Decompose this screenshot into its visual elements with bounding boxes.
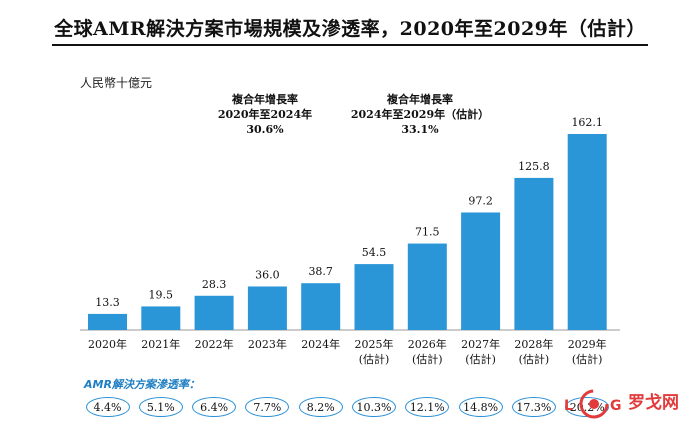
value-label-3: 36.0 <box>255 268 280 281</box>
category-label-2: 2022年 <box>195 337 234 351</box>
bar-3 <box>247 286 287 330</box>
category-label-6: 2026年 <box>408 337 447 351</box>
watermark-text: 罗戈网 <box>628 393 679 413</box>
svg-text:G: G <box>610 398 622 414</box>
log-logo-icon: L G <box>564 389 622 419</box>
value-label-2: 28.3 <box>202 278 227 291</box>
value-label-8: 125.8 <box>518 160 550 173</box>
bar-2 <box>194 295 234 330</box>
category-label-5: 2025年 <box>355 337 394 351</box>
value-label-9: 162.1 <box>571 116 603 129</box>
cagr-annotation-2020-2024: 複合年增長率 2020年至2024年 30.6% <box>190 92 340 137</box>
svg-text:L: L <box>564 398 573 414</box>
bar-0 <box>88 313 127 330</box>
category-label-0: 2020年 <box>88 337 127 351</box>
value-label-0: 13.3 <box>95 296 120 309</box>
cagr-label: 複合年增長率 <box>232 93 298 106</box>
value-label-5: 54.5 <box>362 246 387 259</box>
penetration-rate-7: 14.8% <box>458 397 503 417</box>
penetration-rate-1: 5.1% <box>138 397 183 417</box>
penetration-rate-2: 6.4% <box>192 397 237 417</box>
cagr-period: 2020年至2024年 <box>217 108 313 121</box>
category-label-7: 2027年 <box>461 337 500 351</box>
category-label-9: 2029年 <box>568 337 607 351</box>
penetration-rate-5: 10.3% <box>352 397 396 417</box>
category-label-1: 2021年 <box>141 337 180 351</box>
category-sublabel-7: (估計) <box>465 352 496 366</box>
penetration-rate-8: 17.3% <box>511 397 556 417</box>
bar-9 <box>567 134 607 330</box>
bar-chart: 13.3 2020年 19.5 2021年 28.3 2022年 36.0 2023年 38.7… <box>80 116 620 366</box>
value-label-6: 71.5 <box>415 226 440 239</box>
unit-label: 人民幣十億元 <box>80 76 153 90</box>
value-label-4: 38.7 <box>308 265 333 278</box>
category-sublabel-6: (估計) <box>412 352 443 366</box>
penetration-rate-6: 12.1% <box>405 397 450 417</box>
bar-8 <box>514 177 554 330</box>
penetration-rate-row: 4.4% 5.1% 6.4% 7.7% 8.2% 10.3% 12.1% 14.8% 17.3%… <box>0 397 700 423</box>
value-label-1: 19.5 <box>149 288 174 301</box>
cagr-annotation-2024-2029: 複合年增長率 2024年至2029年（估計） 33.1% <box>320 92 520 137</box>
cagr-value: 33.1% <box>401 123 439 136</box>
cagr-label: 複合年增長率 <box>387 93 453 106</box>
category-sublabel-9: (估計) <box>572 352 603 366</box>
category-sublabel-5: (估計) <box>359 352 390 366</box>
penetration-rate-title: AMR解決方案滲透率： <box>84 378 200 391</box>
category-label-4: 2024年 <box>301 337 340 351</box>
penetration-rate-4: 8.2% <box>298 397 343 417</box>
category-label-8: 2028年 <box>514 337 553 351</box>
chart-title: 全球AMR解決方案市場規模及滲透率，2020年至2029年（估計） <box>54 18 646 40</box>
bar-4 <box>301 283 341 330</box>
penetration-rate-3: 7.7% <box>245 397 290 417</box>
penetration-rate-0: 4.4% <box>85 397 130 417</box>
cagr-period: 2024年至2029年（估計） <box>350 108 490 121</box>
bar-7 <box>461 212 501 330</box>
bar-1 <box>141 306 181 330</box>
cagr-value: 30.6% <box>246 123 284 136</box>
bar-6 <box>407 243 447 330</box>
category-label-3: 2023年 <box>248 337 287 351</box>
value-label-7: 97.2 <box>468 194 493 207</box>
title-underline <box>52 44 648 46</box>
bar-5 <box>354 264 394 330</box>
category-sublabel-8: (估計) <box>519 352 550 366</box>
